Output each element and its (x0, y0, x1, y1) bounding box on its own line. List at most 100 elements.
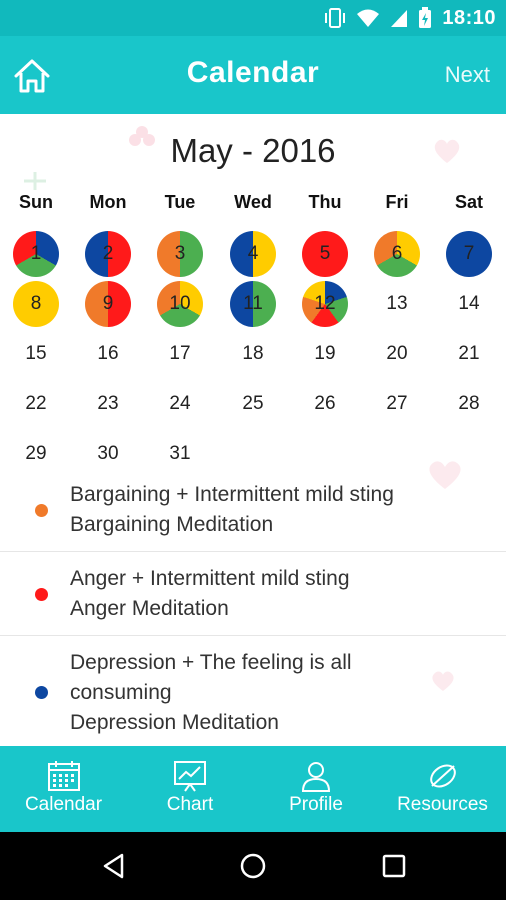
nav-chart[interactable]: Chart (127, 746, 253, 832)
compass-icon (429, 764, 456, 788)
day-number: 30 (97, 443, 119, 464)
bottom-nav: Calendar Chart Profile Resources (0, 746, 506, 832)
calendar-day[interactable]: 28 (433, 379, 505, 429)
day-number: 24 (169, 393, 191, 414)
legend-line: Anger + Intermittent mild sting (70, 567, 350, 590)
calendar-day[interactable]: 14 (433, 279, 505, 329)
flower-decoration-icon (129, 126, 155, 146)
calendar-day[interactable]: 9 (72, 279, 144, 329)
calendar-day[interactable]: 17 (144, 329, 216, 379)
day-number: 14 (458, 293, 480, 314)
home-icon[interactable] (12, 56, 52, 96)
day-number: 5 (319, 243, 331, 264)
day-number: 6 (391, 243, 403, 264)
profile-icon (301, 762, 331, 792)
calendar-day[interactable]: 26 (289, 379, 361, 429)
calendar-day[interactable]: 12 (289, 279, 361, 329)
heart-decoration-icon (429, 461, 461, 489)
day-number: 16 (97, 343, 119, 364)
calendar-day[interactable]: 11 (217, 279, 289, 329)
legend-item-anger[interactable]: Anger + Intermittent mild sting Anger Me… (0, 552, 506, 636)
calendar-day[interactable]: 2 (72, 229, 144, 279)
calendar-day[interactable]: 6 (361, 229, 433, 279)
calendar-day[interactable]: 18 (217, 329, 289, 379)
nav-calendar[interactable]: Calendar (0, 746, 127, 832)
calendar-day[interactable]: 1 (0, 229, 72, 279)
legend-dot (35, 588, 48, 601)
day-number: 10 (169, 293, 191, 314)
calendar-day[interactable]: 7 (433, 229, 505, 279)
page-title: Calendar (186, 56, 320, 89)
day-number: 8 (30, 293, 42, 314)
calendar-day[interactable]: 13 (361, 279, 433, 329)
mood-circle (230, 231, 276, 277)
vibrate-icon (325, 8, 346, 28)
mood-circle (446, 231, 492, 277)
battery-charging-icon (419, 7, 432, 28)
calendar-day[interactable]: 20 (361, 329, 433, 379)
day-number: 15 (25, 343, 47, 364)
mood-circle (302, 281, 348, 327)
day-number: 26 (314, 393, 336, 414)
month-title: May - 2016 (170, 132, 336, 169)
calendar-day[interactable]: 23 (72, 379, 144, 429)
legend-item-depression[interactable]: Depression + The feeling is all consumin… (0, 636, 506, 746)
calendar-day[interactable]: 4 (217, 229, 289, 279)
calendar-day[interactable]: 29 (0, 429, 72, 479)
weekday-sun: Sun (19, 192, 53, 212)
day-number: 25 (242, 393, 264, 414)
nav-label: Calendar (24, 794, 103, 815)
calendar-day[interactable]: 25 (217, 379, 289, 429)
heart-decoration-icon (432, 671, 454, 691)
mood-circle (157, 281, 203, 327)
day-number: 23 (97, 393, 119, 414)
calendar-day[interactable]: 30 (72, 429, 144, 479)
app-bar: Calendar Next (0, 36, 506, 114)
day-number: 4 (247, 243, 259, 264)
mood-circle (157, 231, 203, 277)
calendar-day[interactable]: 22 (0, 379, 72, 429)
calendar-day[interactable]: 3 (144, 229, 216, 279)
day-number: 12 (314, 293, 336, 314)
calendar-icon (47, 761, 80, 791)
day-number: 21 (458, 343, 480, 364)
weekday-wed: Wed (234, 192, 272, 212)
legend-line: Anger Meditation (70, 597, 229, 620)
calendar-day[interactable]: 27 (361, 379, 433, 429)
day-number: 1 (30, 243, 42, 264)
home-circle-icon[interactable] (239, 852, 267, 880)
nav-profile[interactable]: Profile (253, 746, 379, 832)
weekday-header: Sun Mon Tue Wed Thu Fri Sat (0, 192, 506, 220)
weekday-sat: Sat (454, 192, 483, 212)
calendar-day[interactable]: 21 (433, 329, 505, 379)
calendar-day[interactable]: 16 (72, 329, 144, 379)
calendar-day[interactable]: 8 (0, 279, 72, 329)
legend-dot (35, 686, 48, 699)
day-number: 20 (386, 343, 408, 364)
recents-icon[interactable] (380, 852, 408, 880)
next-button[interactable]: Next (444, 62, 490, 87)
calendar-day[interactable]: 5 (289, 229, 361, 279)
day-number: 2 (102, 243, 114, 264)
legend-line: Bargaining Meditation (70, 513, 274, 536)
day-number: 19 (314, 343, 336, 364)
weekday-tue: Tue (164, 192, 196, 212)
calendar-day[interactable]: 19 (289, 329, 361, 379)
calendar-day[interactable]: 15 (0, 329, 72, 379)
weekday-thu: Thu (308, 192, 342, 212)
legend-line: consuming (70, 681, 172, 704)
calendar-day[interactable]: 31 (144, 429, 216, 479)
system-nav-bar (0, 832, 506, 900)
day-number: 13 (386, 293, 408, 314)
nav-resources[interactable]: Resources (379, 746, 506, 832)
day-number: 3 (174, 243, 186, 264)
legend-line: Depression + The feeling is all (70, 651, 352, 674)
mood-circle (302, 231, 348, 277)
legend-line: Bargaining + Intermittent mild sting (70, 483, 394, 506)
calendar-day[interactable]: 24 (144, 379, 216, 429)
clock: 18:10 (442, 6, 496, 29)
calendar-day[interactable]: 10 (144, 279, 216, 329)
legend-item-bargaining[interactable]: Bargaining + Intermittent mild sting Bar… (0, 474, 506, 552)
back-icon[interactable] (100, 852, 128, 880)
calendar-content: May - 2016 Sun Mon Tue Wed Thu Fri Sat 1… (0, 114, 506, 746)
